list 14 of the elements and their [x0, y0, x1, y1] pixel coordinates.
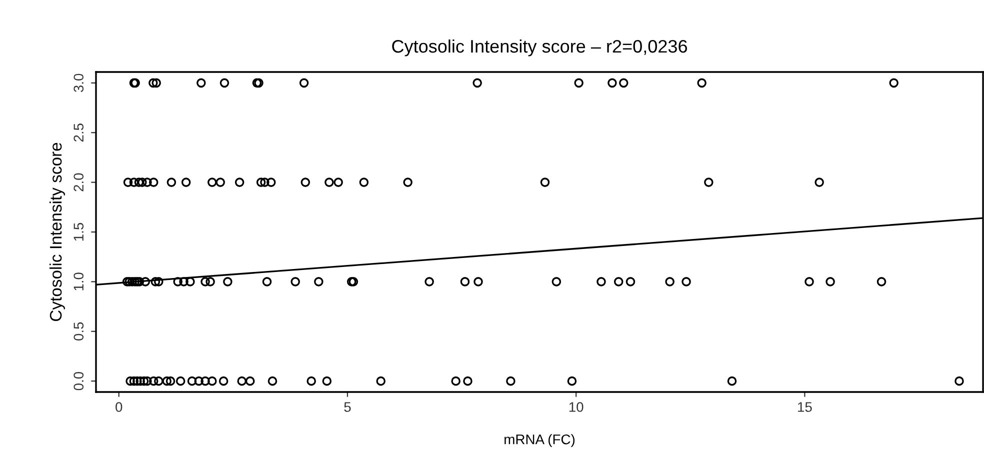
x-tick-label: 15: [798, 402, 812, 412]
y-tick-label: 0.0: [74, 372, 84, 390]
x-axis-title: mRNA (FC): [504, 434, 575, 448]
y-tick-label: 2.5: [74, 124, 84, 142]
chart-title: Cytosolic Intensity score – r2=0,0236: [392, 39, 688, 56]
x-tick-label: 0: [116, 402, 122, 412]
y-tick-label: 1.0: [74, 272, 84, 290]
y-tick-label: 2.0: [74, 173, 84, 192]
y-tick-label: 3.0: [74, 74, 84, 92]
x-tick-label: 10: [569, 402, 584, 412]
x-tick-label: 5: [344, 402, 351, 412]
y-tick-label: 1.5: [74, 222, 84, 241]
y-axis-title: Cytosolic Intensity score: [49, 142, 65, 321]
y-tick-label: 0.5: [74, 322, 84, 340]
